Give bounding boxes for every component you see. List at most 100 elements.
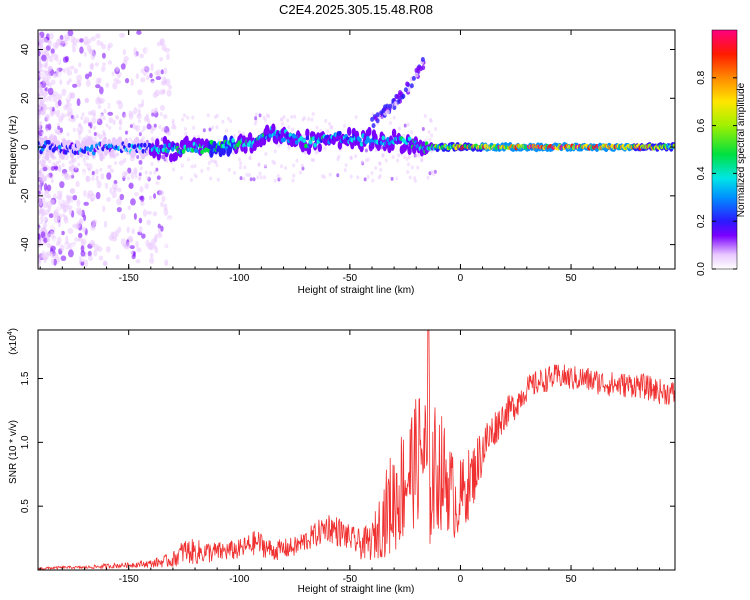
heatmap-speckle [115, 65, 120, 72]
heatmap-speckle [126, 242, 131, 250]
heatmap-speckle [46, 113, 50, 118]
heatmap-cell [110, 148, 115, 158]
heatmap-speckle [364, 116, 368, 121]
heatmap-speckle [52, 238, 57, 245]
heatmap-speckle [71, 134, 75, 139]
heatmap-speckle [149, 252, 154, 259]
heatmap-speckle [372, 161, 376, 166]
heatmap-speckle [83, 41, 90, 46]
heatmap-speckle [45, 209, 50, 215]
heatmap-speckle [155, 183, 160, 190]
heatmap-speckle [91, 117, 97, 124]
heatmap-cell [155, 138, 160, 148]
spectrogram-ylabel: Frequency (Hz) [8, 116, 19, 185]
heatmap-speckle [96, 40, 101, 46]
heatmap-speckle [407, 154, 411, 159]
heatmap-speckle [103, 108, 107, 114]
heatmap-speckle [153, 235, 158, 244]
heatmap-speckle [202, 128, 206, 133]
heatmap-speckle [112, 223, 116, 232]
heatmap-speckle [67, 227, 74, 235]
heatmap-branch-cell [393, 101, 398, 107]
heatmap-speckle [158, 189, 165, 196]
heatmap-speckle [88, 71, 92, 78]
heatmap-speckle [426, 175, 430, 180]
heatmap-cell [139, 142, 144, 148]
heatmap-speckle [48, 135, 54, 141]
heatmap-speckle [109, 168, 115, 174]
heatmap-speckle [171, 125, 175, 130]
heatmap-speckle [403, 123, 407, 128]
snr-xtick-label: 0 [458, 574, 464, 585]
heatmap-speckle [328, 121, 332, 126]
heatmap-speckle [39, 199, 43, 207]
heatmap-speckle [390, 176, 394, 181]
heatmap-speckle [120, 73, 126, 80]
heatmap-speckle [131, 228, 135, 235]
colorbar-tick-label: 0.8 [696, 70, 707, 84]
heatmap-cell [194, 147, 198, 153]
heatmap-speckle [117, 226, 122, 233]
heatmap-speckle [38, 137, 42, 143]
heatmap-speckle [370, 171, 374, 176]
heatmap-speckle [40, 231, 46, 239]
heatmap-speckle [68, 166, 72, 171]
heatmap-speckle [160, 225, 164, 232]
heatmap-speckle [209, 116, 213, 121]
heatmap-cell [57, 144, 62, 150]
heatmap-speckle [291, 178, 295, 183]
heatmap-speckle [38, 80, 41, 88]
heatmap-cell [282, 137, 286, 143]
heatmap-cell [161, 147, 166, 153]
heatmap-speckle [77, 82, 82, 87]
heatmap-speckle [392, 115, 396, 120]
heatmap-speckle [56, 195, 62, 200]
heatmap-speckle [388, 121, 392, 126]
heatmap-speckle [59, 79, 63, 86]
heatmap-speckle [105, 82, 110, 88]
heatmap-speckle [337, 154, 341, 159]
heatmap-speckle [84, 97, 90, 103]
heatmap-speckle [90, 99, 94, 108]
heatmap-speckle [145, 113, 149, 118]
heatmap-speckle [280, 117, 284, 122]
heatmap-speckle [112, 82, 118, 90]
heatmap-speckle [56, 256, 60, 264]
heatmap-speckle [186, 157, 190, 162]
heatmap-speckle [128, 110, 133, 118]
heatmap-speckle [62, 56, 69, 63]
heatmap-speckle [118, 126, 122, 131]
heatmap-speckle [40, 88, 45, 97]
heatmap-speckle [310, 117, 314, 122]
heatmap-speckle [79, 125, 84, 134]
heatmap-speckle [293, 114, 297, 119]
heatmap-speckle [247, 173, 251, 178]
heatmap-speckle [47, 236, 51, 243]
heatmap-speckle [405, 157, 409, 162]
heatmap-speckle [48, 106, 54, 111]
heatmap-speckle [137, 89, 143, 96]
heatmap-speckle [70, 114, 74, 119]
heatmap-speckle [45, 225, 52, 231]
heatmap-speckle [428, 117, 432, 122]
heatmap-speckle [371, 178, 375, 183]
heatmap-speckle [263, 175, 267, 180]
heatmap-speckle [80, 245, 85, 253]
heatmap-speckle [50, 221, 55, 230]
heatmap-cell [271, 123, 276, 133]
heatmap-speckle [286, 118, 290, 123]
heatmap-speckle [38, 182, 42, 189]
heatmap-cell [45, 151, 50, 161]
heatmap-speckle [38, 63, 41, 71]
heatmap-speckle [378, 161, 382, 166]
heatmap-cell [221, 146, 226, 156]
heatmap-speckle [116, 152, 120, 157]
heatmap-speckle [64, 173, 68, 178]
heatmap-speckle [350, 111, 354, 116]
heatmap-speckle [406, 122, 410, 127]
heatmap-speckle [259, 175, 263, 180]
heatmap-speckle [162, 114, 168, 119]
snr-series-line [38, 330, 675, 570]
heatmap-speckle [54, 166, 59, 171]
heatmap-speckle [164, 259, 169, 266]
